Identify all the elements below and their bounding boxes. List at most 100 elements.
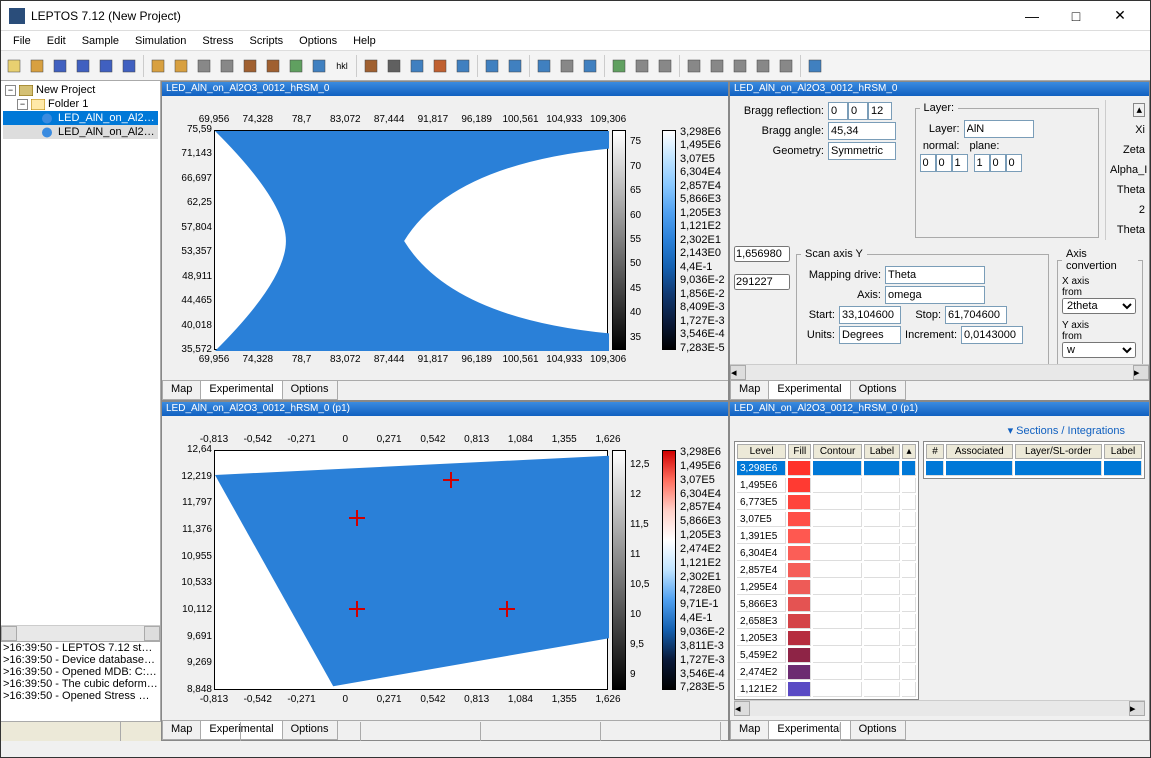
toolbar-button[interactable] [752, 55, 774, 77]
col-label[interactable]: Label [864, 444, 900, 459]
toolbar-button[interactable] [262, 55, 284, 77]
menu-sample[interactable]: Sample [74, 33, 127, 49]
layer-input[interactable] [964, 120, 1034, 138]
col-assoc[interactable]: Associated [946, 444, 1013, 459]
level-row[interactable]: 6,773E5 [737, 495, 916, 510]
normal-1[interactable] [936, 154, 952, 172]
toolbar-button[interactable] [360, 55, 382, 77]
tree-root[interactable]: − New Project [3, 83, 158, 97]
sections-expander[interactable]: ▾ Sections / Integrations [1008, 425, 1125, 437]
level-row[interactable]: 3,298E6 [737, 461, 916, 476]
level-row[interactable]: 2,857E4 [737, 563, 916, 578]
chart-top[interactable]: 69,95669,95674,32874,32878,778,783,07283… [162, 96, 728, 380]
close-button[interactable]: ✕ [1098, 2, 1142, 30]
plane-2[interactable] [1006, 154, 1022, 172]
tree-toggle-icon[interactable]: − [5, 85, 16, 96]
y-from-select[interactable]: w [1062, 342, 1136, 358]
toolbar-button[interactable] [308, 55, 330, 77]
project-tree[interactable]: − New Project − Folder 1 LED_AlN_on_Al2…… [1, 81, 160, 625]
menu-edit[interactable]: Edit [39, 33, 74, 49]
level-table[interactable]: Level Fill Contour Label ▴ 3,298E61,495E… [734, 441, 919, 700]
bragg-h-input[interactable] [828, 102, 848, 120]
x-from-select[interactable]: 2theta [1062, 298, 1136, 314]
toolbar-button[interactable] [608, 55, 630, 77]
toolbar-button[interactable] [579, 55, 601, 77]
level-row[interactable]: 1,295E4 [737, 580, 916, 595]
tab-map[interactable]: Map [730, 381, 769, 400]
tree-scrollbar[interactable] [1, 625, 160, 641]
menu-scripts[interactable]: Scripts [242, 33, 292, 49]
scroll-up-icon[interactable]: ▴ [902, 444, 916, 459]
menu-file[interactable]: File [5, 33, 39, 49]
toolbar-button[interactable] [383, 55, 405, 77]
level-row[interactable]: 5,866E3 [737, 597, 916, 612]
toolbar-button[interactable] [775, 55, 797, 77]
val1-input[interactable] [734, 246, 790, 262]
level-row[interactable]: 1,121E2 [737, 682, 916, 697]
tab-map[interactable]: Map [162, 381, 201, 400]
toolbar-button[interactable] [481, 55, 503, 77]
menu-simulation[interactable]: Simulation [127, 33, 194, 49]
toolbar-button[interactable] [504, 55, 526, 77]
normal-2[interactable] [952, 154, 968, 172]
col-layer[interactable]: Layer/SL-order [1015, 444, 1102, 459]
chart-bottom[interactable]: -0,813-0,813-0,542-0,542-0,271-0,271000,… [162, 416, 728, 720]
toolbar-button[interactable] [533, 55, 555, 77]
toolbar-button[interactable] [193, 55, 215, 77]
menu-help[interactable]: Help [345, 33, 384, 49]
col-num[interactable]: # [926, 444, 944, 459]
level-row[interactable]: 5,459E2 [737, 648, 916, 663]
scroll-left-icon[interactable]: ◂ [734, 701, 750, 716]
toolbar-button[interactable] [49, 55, 71, 77]
form-scrollbar[interactable]: ◂ ▸ [730, 364, 1149, 380]
toolbar-button[interactable] [147, 55, 169, 77]
bragg-l-input[interactable] [868, 102, 892, 120]
toolbar-button[interactable] [285, 55, 307, 77]
toolbar-button[interactable] [95, 55, 117, 77]
units-input[interactable] [839, 326, 901, 344]
scroll-right-icon[interactable]: ▸ [1133, 365, 1149, 380]
toolbar-button[interactable]: hkl [331, 55, 353, 77]
start-input[interactable] [839, 306, 901, 324]
toolbar-button[interactable] [631, 55, 653, 77]
col-contour[interactable]: Contour [813, 444, 861, 459]
toolbar-button[interactable] [239, 55, 261, 77]
col-fill[interactable]: Fill [788, 444, 811, 459]
col-level[interactable]: Level [737, 444, 786, 459]
menu-stress[interactable]: Stress [194, 33, 241, 49]
toolbar-button[interactable] [654, 55, 676, 77]
toolbar-button[interactable] [72, 55, 94, 77]
level-row[interactable]: 2,658E3 [737, 614, 916, 629]
toolbar-button[interactable] [3, 55, 25, 77]
level-row[interactable]: 1,391E5 [737, 529, 916, 544]
scroll-left-icon[interactable]: ◂ [730, 365, 746, 380]
tab-options[interactable]: Options [282, 381, 338, 400]
toolbar-button[interactable] [804, 55, 826, 77]
assoc-table[interactable]: # Associated Layer/SL-order Label [923, 441, 1145, 479]
tab-options[interactable]: Options [850, 721, 906, 740]
tab-options[interactable]: Options [850, 381, 906, 400]
tree-data-item[interactable]: LED_AlN_on_Al2… [3, 111, 158, 125]
toolbar-button[interactable] [729, 55, 751, 77]
increment-input[interactable] [961, 326, 1023, 344]
scroll-right-icon[interactable]: ▸ [1129, 701, 1145, 716]
axis-input[interactable] [885, 286, 985, 304]
maximize-button[interactable]: □ [1054, 2, 1098, 30]
toolbar-button[interactable] [118, 55, 140, 77]
level-row[interactable]: 1,205E3 [737, 631, 916, 646]
tree-data-item[interactable]: LED_AlN_on_Al2… [3, 125, 158, 139]
minimize-button[interactable]: — [1010, 2, 1054, 30]
bragg-angle-input[interactable] [828, 122, 896, 140]
toolbar-button[interactable] [170, 55, 192, 77]
normal-0[interactable] [920, 154, 936, 172]
col-label2[interactable]: Label [1104, 444, 1142, 459]
tree-toggle-icon[interactable]: − [17, 99, 28, 110]
toolbar-button[interactable] [452, 55, 474, 77]
bragg-k-input[interactable] [848, 102, 868, 120]
level-row[interactable]: 2,474E2 [737, 665, 916, 680]
tab-experimental[interactable]: Experimental [768, 381, 850, 400]
geometry-input[interactable] [828, 142, 896, 160]
toolbar-button[interactable] [406, 55, 428, 77]
val2-input[interactable] [734, 274, 790, 290]
toolbar-button[interactable] [706, 55, 728, 77]
